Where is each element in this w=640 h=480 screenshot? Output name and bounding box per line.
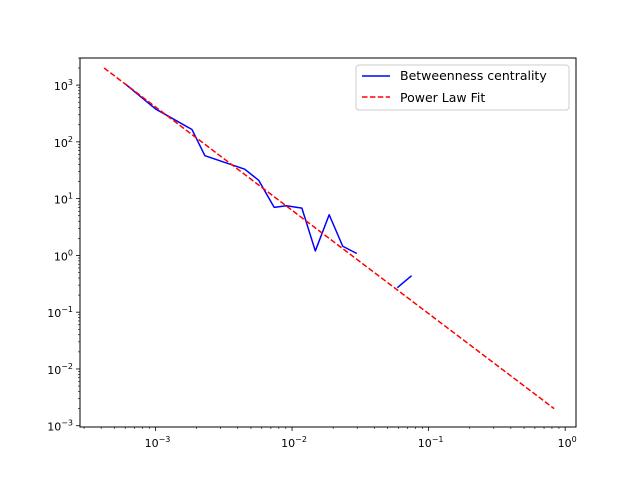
y-tick-label: 10−1: [47, 305, 73, 320]
series-line-betweenness-centrality-1: [396, 275, 413, 289]
legend-label-power-law-fit: Power Law Fit: [400, 90, 485, 105]
plot-frame: [79, 57, 577, 428]
y-tick-label: 102: [54, 135, 73, 150]
y-tick-label: 10−2: [47, 362, 73, 377]
y-tick-label: 103: [54, 78, 73, 93]
y-tick-label: 101: [54, 192, 73, 207]
series-line-power-law-fit-0: [103, 67, 555, 410]
legend-label-betweenness: Betweenness centrality: [400, 68, 547, 83]
legend: Betweenness centrality Power Law Fit: [355, 64, 570, 111]
x-axis: 10−3 10−2 10−1 100: [83, 427, 577, 450]
y-tick-label: 100: [54, 248, 73, 263]
x-tick-label: 100: [558, 435, 577, 450]
legend-box: [355, 64, 570, 111]
x-tick-label: 10−2: [281, 435, 307, 450]
x-tick-label: 10−3: [145, 435, 171, 450]
x-tick-label: 10−1: [418, 435, 444, 450]
series-line-betweenness-centrality-0: [124, 83, 358, 255]
series-layer: [103, 67, 555, 410]
y-tick-label: 10−3: [47, 419, 73, 434]
plot-area: [80, 58, 576, 427]
y-axis: 10−3 10−2 10−1 100 101 102 103: [47, 57, 80, 434]
